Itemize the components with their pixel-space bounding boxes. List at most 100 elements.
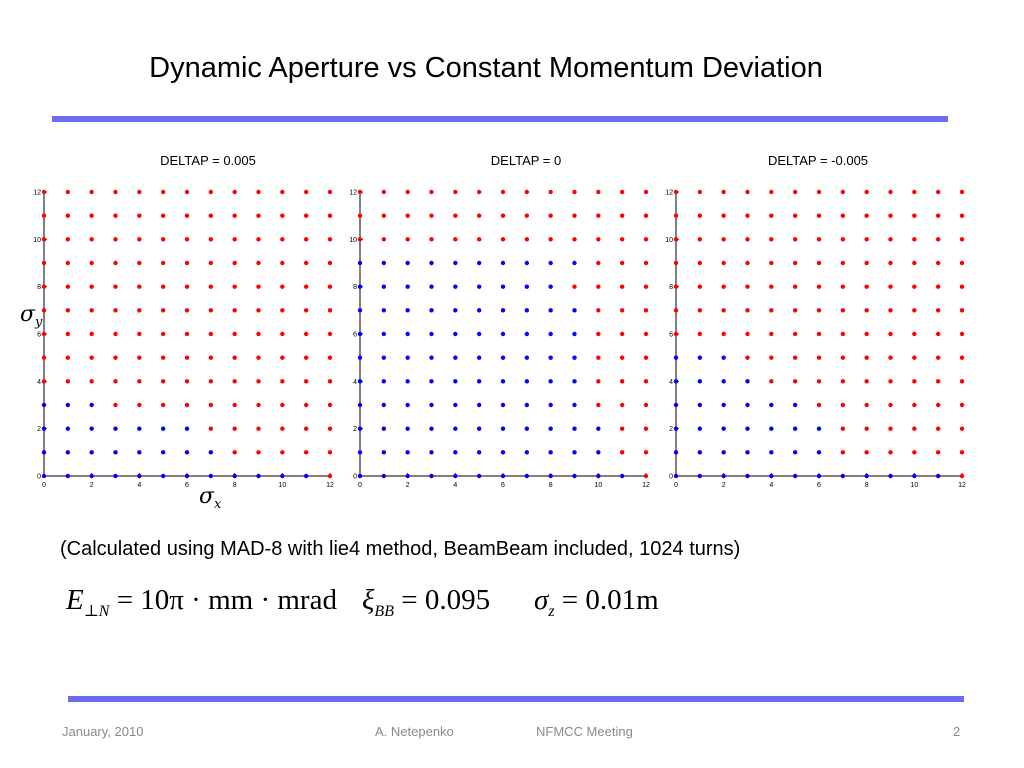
stable-point (41, 402, 47, 408)
lost-point (959, 426, 965, 431)
stable-point (673, 402, 679, 408)
y-tick-label: 6 (669, 332, 673, 339)
stable-point (697, 426, 703, 431)
lost-point (89, 213, 94, 218)
lost-point (888, 260, 893, 266)
lost-point (113, 355, 118, 360)
scatter-panel-3: 0 2 4 6 8 10 12 0 2 4 6 8 10 12 (665, 190, 966, 490)
lost-point (137, 331, 142, 337)
lost-point (208, 189, 214, 195)
stable-point (572, 308, 577, 313)
footer-meeting: NFMCC Meeting (536, 724, 633, 739)
lost-point (500, 213, 506, 218)
lost-point (280, 189, 285, 195)
stable-point (429, 260, 434, 266)
lost-point (280, 308, 285, 313)
x-tick-label: 10 (910, 482, 918, 489)
stable-point (792, 402, 798, 408)
stable-point (500, 331, 506, 337)
lost-point (256, 402, 261, 408)
lost-point (500, 189, 506, 195)
lost-point (357, 213, 363, 218)
lost-point (769, 331, 774, 337)
x-tick-label: 0 (358, 482, 362, 489)
lost-point (745, 308, 750, 313)
stable-point (548, 355, 553, 360)
lost-point (208, 260, 214, 266)
lost-point (232, 379, 237, 384)
lost-point (327, 284, 333, 289)
lost-point (429, 213, 434, 218)
stable-point (65, 402, 71, 408)
lost-point (524, 189, 530, 195)
x-tick-label: 4 (453, 482, 457, 489)
lost-point (912, 237, 917, 242)
stable-point (476, 473, 482, 479)
stable-point (357, 426, 363, 431)
stable-point (453, 284, 458, 289)
lost-point (303, 355, 309, 360)
stable-point (65, 473, 71, 479)
lost-point (888, 189, 893, 195)
y-tick-label: 10 (349, 237, 357, 244)
lost-point (453, 237, 458, 242)
lost-point (89, 308, 94, 313)
top-divider (52, 116, 948, 122)
lost-point (327, 473, 333, 479)
lost-point (697, 308, 703, 313)
lost-point (327, 355, 333, 360)
lost-point (935, 355, 941, 360)
stable-point (89, 426, 94, 431)
stable-point (65, 426, 71, 431)
x-tick-label: 4 (769, 482, 773, 489)
y-tick-label: 8 (37, 284, 41, 291)
lost-point (65, 308, 71, 313)
lost-point (303, 189, 309, 195)
lost-point (137, 260, 142, 266)
lost-point (745, 355, 750, 360)
lost-point (769, 379, 774, 384)
stable-point (405, 308, 410, 313)
x-tick-label: 6 (501, 482, 505, 489)
lost-point (619, 284, 625, 289)
lost-point (840, 308, 846, 313)
lost-point (792, 284, 798, 289)
lost-point (41, 284, 47, 289)
stable-point (208, 450, 214, 455)
x-tick-label: 12 (642, 482, 650, 489)
lost-point (619, 379, 625, 384)
lost-point (792, 213, 798, 218)
stable-point (840, 473, 846, 479)
stable-point (476, 379, 482, 384)
stable-point (572, 450, 577, 455)
lost-point (912, 308, 917, 313)
lost-point (208, 402, 214, 408)
stable-point (429, 450, 434, 455)
lost-point (160, 237, 166, 242)
lost-point (280, 213, 285, 218)
stable-point (89, 450, 94, 455)
stable-point (476, 450, 482, 455)
lost-point (769, 213, 774, 218)
lost-point (41, 331, 47, 337)
lost-point (596, 189, 601, 195)
stable-point (619, 473, 625, 479)
stable-point (935, 473, 941, 479)
stable-point (137, 473, 142, 479)
footer-date: January, 2010 (62, 724, 144, 739)
stable-point (792, 450, 798, 455)
stable-point (888, 473, 893, 479)
lost-point (888, 379, 893, 384)
lost-point (673, 284, 679, 289)
stable-point (476, 260, 482, 266)
lost-point (327, 189, 333, 195)
stable-point (113, 473, 118, 479)
stable-point (381, 331, 387, 337)
stable-point (697, 473, 703, 479)
x-tick-label: 10 (278, 482, 286, 489)
y-tick-label: 12 (349, 190, 357, 197)
lost-point (160, 260, 166, 266)
lost-point (113, 308, 118, 313)
lost-point (208, 331, 214, 337)
stable-point (500, 308, 506, 313)
